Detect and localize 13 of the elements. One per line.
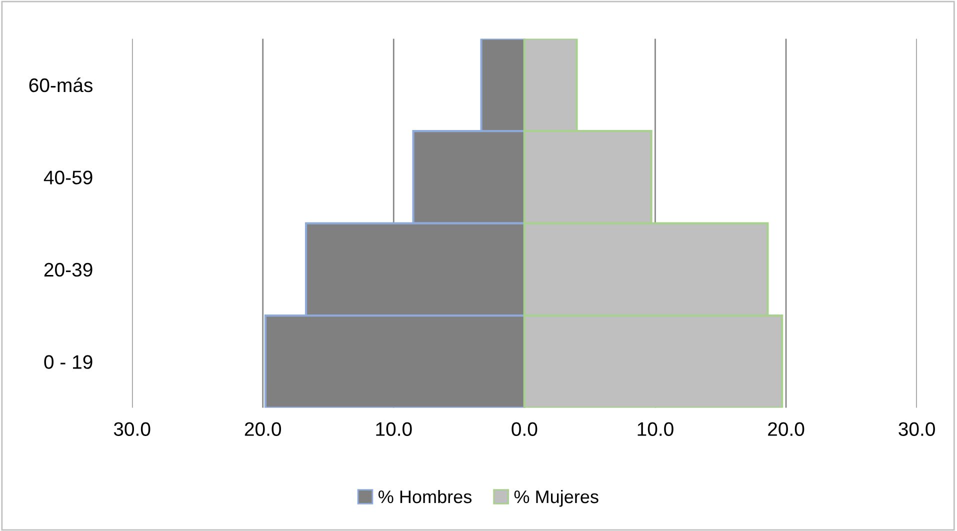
x-tick-label: 0.0	[512, 422, 538, 436]
y-tick-label: 60-más	[29, 78, 92, 92]
x-tick-label: 20.0	[768, 422, 804, 436]
y-tick-label: 20-39	[44, 262, 92, 277]
y-tick-label: 40-59	[44, 170, 92, 184]
x-tick-label: 10.0	[376, 422, 412, 436]
x-tick-label: 30.0	[114, 422, 150, 436]
x-tick-label: 10.0	[638, 422, 674, 436]
legend-label: % Hombres	[378, 490, 472, 504]
y-tick-label: 0 - 19	[44, 355, 92, 369]
x-tick-label: 30.0	[898, 422, 935, 436]
x-tick-label: 20.0	[244, 422, 282, 436]
legend-label: % Mujeres	[514, 490, 598, 507]
